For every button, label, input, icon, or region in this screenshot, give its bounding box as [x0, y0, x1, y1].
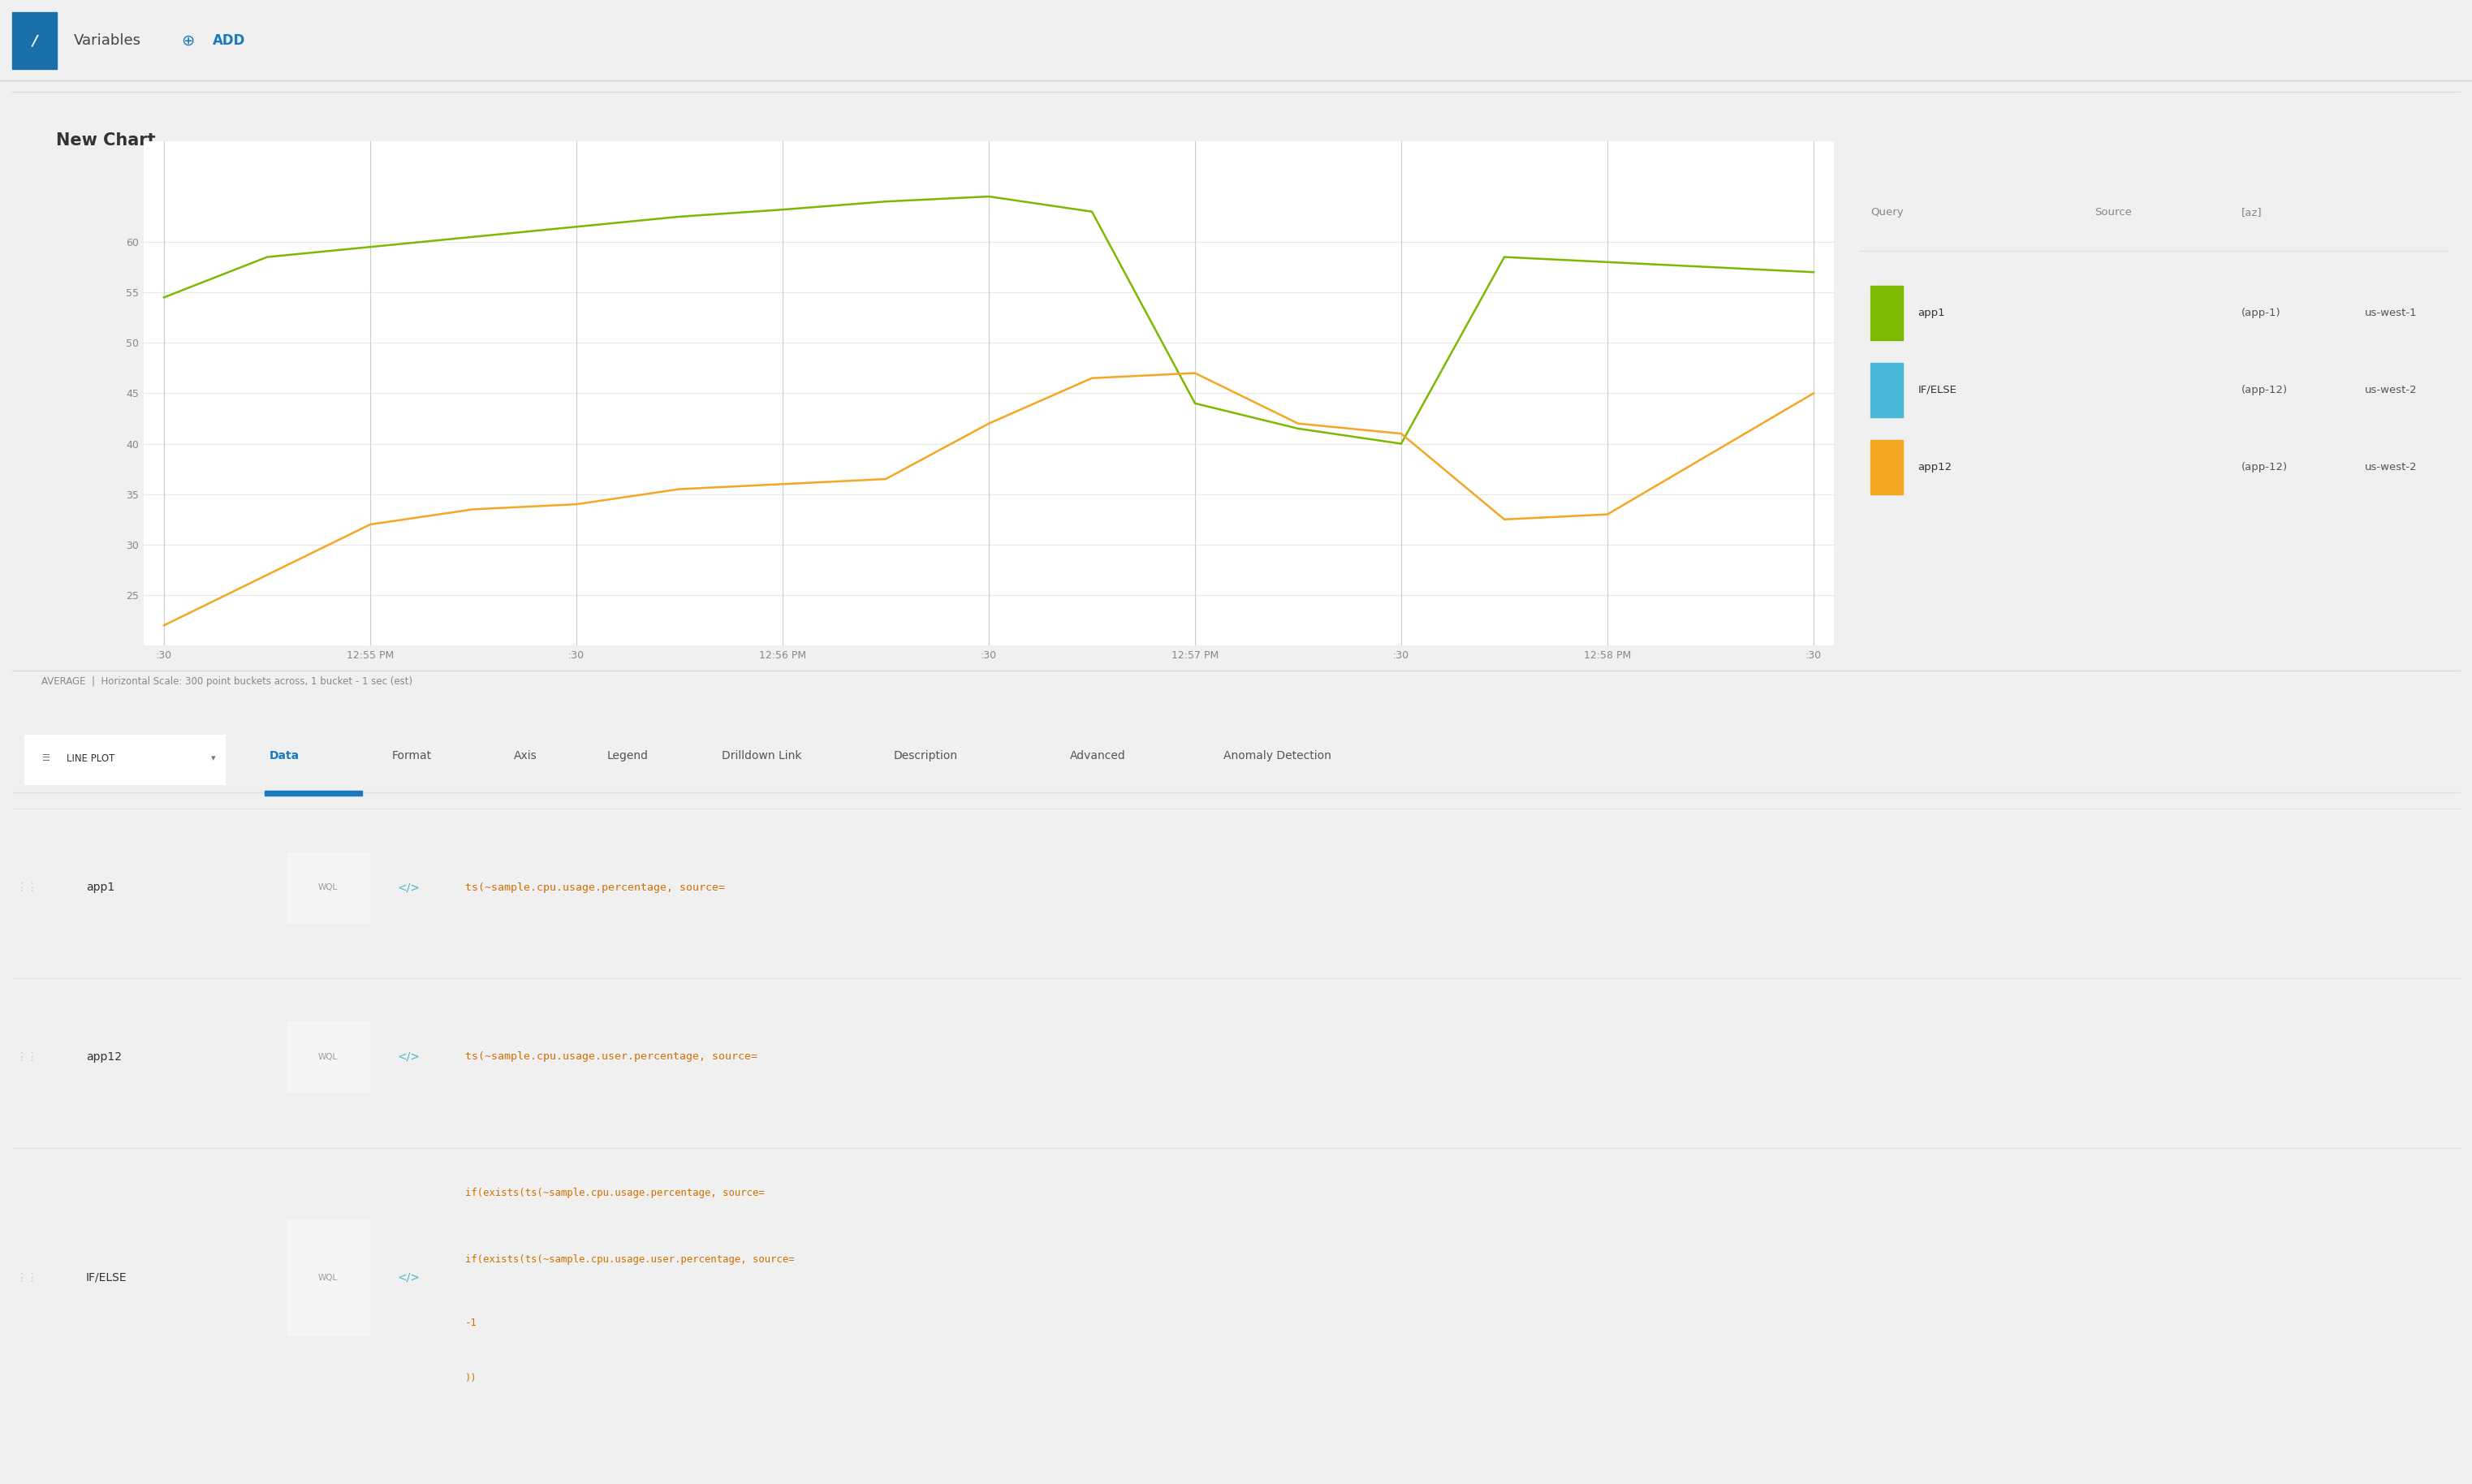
Text: LINE PLOT: LINE PLOT — [67, 752, 114, 764]
Text: Legend: Legend — [608, 751, 648, 761]
Text: app12: app12 — [1918, 462, 1953, 472]
Text: /: / — [32, 34, 37, 47]
Text: Query: Query — [1871, 208, 1903, 218]
Bar — [25, 735, 225, 785]
Text: app1: app1 — [1918, 307, 1945, 318]
Text: Drilldown Link: Drilldown Link — [722, 751, 801, 761]
Text: </>: </> — [398, 1272, 420, 1284]
Text: ⋮⋮: ⋮⋮ — [15, 881, 37, 893]
Bar — [265, 791, 363, 795]
Text: ⋮⋮: ⋮⋮ — [15, 1051, 37, 1063]
Text: Format: Format — [391, 751, 433, 761]
Text: (app-12): (app-12) — [2242, 384, 2287, 395]
Text: (app-12): (app-12) — [2242, 462, 2287, 472]
Text: )): )) — [465, 1373, 477, 1383]
Text: if(exists(ts(~sample.cpu.usage.user.percentage, source=: if(exists(ts(~sample.cpu.usage.user.perc… — [465, 1254, 794, 1264]
Text: </>: </> — [398, 1051, 420, 1063]
Text: ADD: ADD — [213, 34, 245, 47]
Bar — [287, 852, 371, 923]
Text: WQL: WQL — [319, 1273, 339, 1282]
Text: app12: app12 — [87, 1051, 121, 1063]
Text: (app-1): (app-1) — [2242, 307, 2282, 318]
Text: Axis: Axis — [514, 751, 536, 761]
Text: ☰: ☰ — [42, 754, 49, 763]
Bar — [12, 12, 57, 70]
Text: Variables: Variables — [74, 34, 141, 47]
Text: ts(~sample.cpu.usage.percentage, source=: ts(~sample.cpu.usage.percentage, source= — [465, 881, 724, 893]
Text: us-west-2: us-west-2 — [2366, 384, 2418, 395]
Text: ⊕: ⊕ — [180, 33, 195, 49]
Text: New Chart: New Chart — [57, 132, 156, 148]
Text: AVERAGE  |  Horizontal Scale: 300 point buckets across, 1 bucket - 1 sec (est): AVERAGE | Horizontal Scale: 300 point bu… — [42, 675, 413, 687]
Text: </>: </> — [398, 881, 420, 893]
Bar — [287, 1021, 371, 1092]
Text: ⋮⋮: ⋮⋮ — [15, 1272, 37, 1284]
Text: ▾: ▾ — [210, 754, 215, 763]
Text: [az]: [az] — [2242, 208, 2262, 218]
Text: if(exists(ts(~sample.cpu.usage.percentage, source=: if(exists(ts(~sample.cpu.usage.percentag… — [465, 1187, 764, 1199]
Bar — [1871, 286, 1903, 340]
Text: Anomaly Detection: Anomaly Detection — [1224, 751, 1332, 761]
Text: WQL: WQL — [319, 883, 339, 892]
Bar — [1871, 441, 1903, 494]
Text: WQL: WQL — [319, 1052, 339, 1061]
Text: Data: Data — [269, 751, 299, 761]
Text: Description: Description — [892, 751, 957, 761]
Bar — [287, 1220, 371, 1336]
Text: us-west-2: us-west-2 — [2366, 462, 2418, 472]
Text: app1: app1 — [87, 881, 114, 893]
Text: Source: Source — [2094, 208, 2131, 218]
Text: ts(~sample.cpu.usage.user.percentage, source=: ts(~sample.cpu.usage.user.percentage, so… — [465, 1051, 756, 1063]
Text: IF/ELSE: IF/ELSE — [87, 1272, 126, 1284]
Text: us-west-1: us-west-1 — [2366, 307, 2418, 318]
Bar — [1871, 364, 1903, 417]
Text: -1: -1 — [465, 1318, 477, 1328]
Text: Advanced: Advanced — [1070, 751, 1125, 761]
Text: IF/ELSE: IF/ELSE — [1918, 384, 1958, 395]
